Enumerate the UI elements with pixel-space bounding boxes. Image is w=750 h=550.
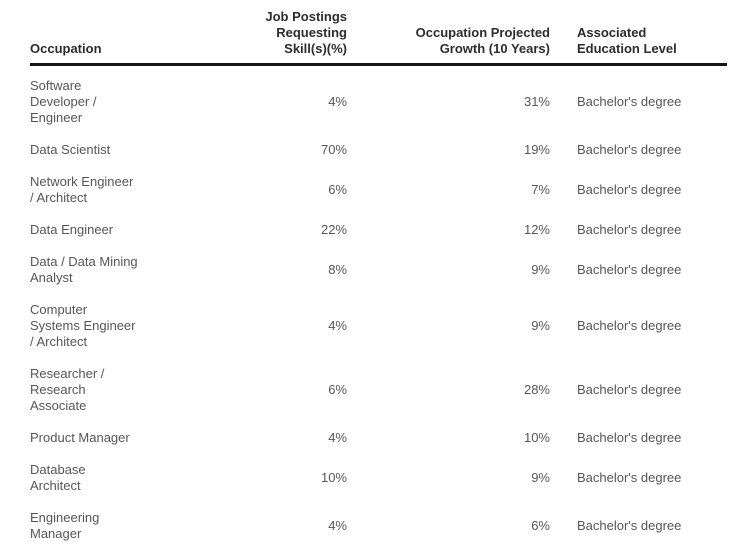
education-level-cell: Bachelor's degree (550, 134, 727, 166)
occupation-cell: Data Scientist (30, 134, 200, 166)
projected-growth-cell: 28% (347, 358, 550, 422)
education-level-cell: Bachelor's degree (550, 246, 727, 294)
education-level-cell: Bachelor's degree (550, 502, 727, 550)
education-level-cell: Bachelor's degree (550, 422, 727, 454)
table-header: Occupation Job Postings Requesting Skill… (30, 2, 727, 65)
projected-growth-cell: 9% (347, 294, 550, 358)
job-postings-cell: 22% (200, 214, 347, 246)
occupation-cell: Data / Data Mining Analyst (30, 246, 200, 294)
projected-growth-cell: 10% (347, 422, 550, 454)
projected-growth-cell: 6% (347, 502, 550, 550)
job-postings-cell: 70% (200, 134, 347, 166)
projected-growth-cell: 7% (347, 166, 550, 214)
occupation-cell: Data Engineer (30, 214, 200, 246)
education-level-cell: Bachelor's degree (550, 166, 727, 214)
projected-growth-cell: 31% (347, 65, 550, 135)
job-postings-cell: 6% (200, 358, 347, 422)
table-row: Data Scientist 70% 19% Bachelor's degree (30, 134, 727, 166)
occupation-cell: Computer Systems Engineer / Architect (30, 294, 200, 358)
job-postings-cell: 8% (200, 246, 347, 294)
table-row: Network Engineer / Architect 6% 7% Bache… (30, 166, 727, 214)
education-level-cell: Bachelor's degree (550, 294, 727, 358)
job-postings-cell: 4% (200, 502, 347, 550)
projected-growth-cell: 9% (347, 454, 550, 502)
header-cell-education-level: Associated Education Level (550, 2, 727, 65)
table-row: Computer Systems Engineer / Architect 4%… (30, 294, 727, 358)
header-cell-job-postings: Job Postings Requesting Skill(s)(%) (200, 2, 347, 65)
occupation-cell: Researcher / Research Associate (30, 358, 200, 422)
header-cell-occupation: Occupation (30, 2, 200, 65)
table-row: Data Engineer 22% 12% Bachelor's degree (30, 214, 727, 246)
job-postings-cell: 4% (200, 422, 347, 454)
job-postings-cell: 4% (200, 65, 347, 135)
education-level-cell: Bachelor's degree (550, 214, 727, 246)
table-row: Researcher / Research Associate 6% 28% B… (30, 358, 727, 422)
job-postings-cell: 6% (200, 166, 347, 214)
table-row: Product Manager 4% 10% Bachelor's degree (30, 422, 727, 454)
projected-growth-cell: 9% (347, 246, 550, 294)
table-body: Software Developer / Engineer 4% 31% Bac… (30, 65, 727, 550)
occupation-cell: Software Developer / Engineer (30, 65, 200, 135)
table-row: Data / Data Mining Analyst 8% 9% Bachelo… (30, 246, 727, 294)
table-row: Database Architect 10% 9% Bachelor's deg… (30, 454, 727, 502)
occupation-cell: Network Engineer / Architect (30, 166, 200, 214)
job-postings-cell: 10% (200, 454, 347, 502)
table-row: Engineering Manager 4% 6% Bachelor's deg… (30, 502, 727, 550)
education-level-cell: Bachelor's degree (550, 65, 727, 135)
occupation-cell: Product Manager (30, 422, 200, 454)
job-postings-cell: 4% (200, 294, 347, 358)
header-row: Occupation Job Postings Requesting Skill… (30, 2, 727, 65)
occupation-cell: Engineering Manager (30, 502, 200, 550)
occupations-skills-table: Occupation Job Postings Requesting Skill… (30, 2, 727, 550)
header-cell-projected-growth: Occupation Projected Growth (10 Years) (347, 2, 550, 65)
occupation-cell: Database Architect (30, 454, 200, 502)
education-level-cell: Bachelor's degree (550, 358, 727, 422)
education-level-cell: Bachelor's degree (550, 454, 727, 502)
projected-growth-cell: 19% (347, 134, 550, 166)
projected-growth-cell: 12% (347, 214, 550, 246)
table-row: Software Developer / Engineer 4% 31% Bac… (30, 65, 727, 135)
